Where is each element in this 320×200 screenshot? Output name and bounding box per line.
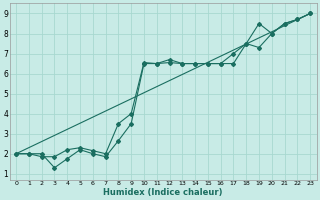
X-axis label: Humidex (Indice chaleur): Humidex (Indice chaleur) — [103, 188, 223, 197]
